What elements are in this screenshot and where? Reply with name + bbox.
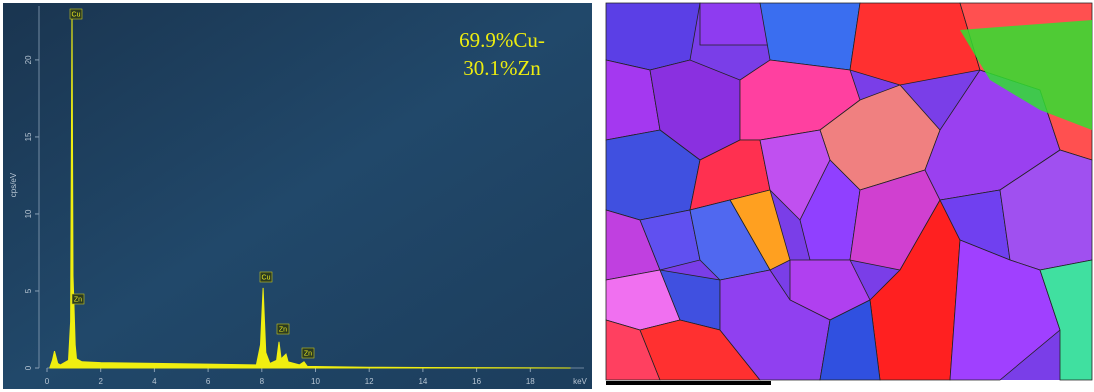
peak-label-box xyxy=(276,323,290,335)
spectrum-background xyxy=(3,3,592,389)
y-tick-label: 0 xyxy=(24,365,33,370)
x-tick-label: 4 xyxy=(152,377,157,386)
y-axis-label: cps/eV xyxy=(9,172,18,197)
peak-label-box xyxy=(301,347,315,359)
x-tick-label: 2 xyxy=(98,377,103,386)
x-tick-label: 6 xyxy=(206,377,211,386)
scale-bar xyxy=(606,381,771,385)
peak-label: Cu xyxy=(262,274,271,281)
x-tick-label: 18 xyxy=(526,377,535,386)
y-tick-label: 5 xyxy=(24,288,33,293)
x-tick-label: 0 xyxy=(45,377,50,386)
x-tick-label: 12 xyxy=(365,377,374,386)
y-tick-label: 15 xyxy=(24,132,33,141)
peak-label: Zn xyxy=(74,296,82,303)
x-tick-label: 14 xyxy=(418,377,427,386)
x-axis-unit: keV xyxy=(573,377,587,386)
peak-label-box xyxy=(69,8,83,20)
ebsd-map xyxy=(605,2,1093,381)
peak-label-box xyxy=(259,271,273,283)
composition-label: 69.9%Cu- xyxy=(459,28,545,52)
peak-label: Zn xyxy=(279,326,287,333)
x-tick-label: 8 xyxy=(260,377,265,386)
x-tick-label: 10 xyxy=(311,377,320,386)
y-tick-label: 10 xyxy=(24,209,33,218)
spectrum xyxy=(49,12,571,369)
peak-label: Zn xyxy=(304,350,312,357)
composition-label: 30.1%Zn xyxy=(463,56,541,80)
y-tick-label: 20 xyxy=(24,55,33,64)
peak-label-box xyxy=(71,293,85,305)
peak-label: Cu xyxy=(72,11,81,18)
x-tick-label: 16 xyxy=(472,377,481,386)
